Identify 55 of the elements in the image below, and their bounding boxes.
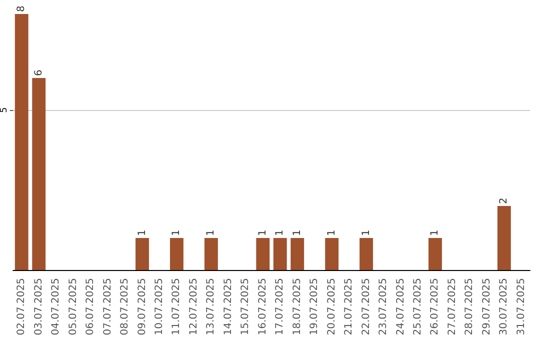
- data-label: 1: [136, 230, 148, 236]
- x-tick-label: 15.07.2025: [240, 278, 252, 336]
- x-tick-label: 25.07.2025: [412, 278, 424, 336]
- x-tick-label: 11.07.2025: [171, 278, 182, 336]
- x-tick-label: 30.07.2025: [498, 278, 510, 336]
- x-tick-label: 05.07.2025: [68, 278, 79, 336]
- bar: [32, 78, 46, 270]
- x-tick-label: 02.07.2025: [16, 278, 28, 336]
- x-tick-label: 12.07.2025: [188, 278, 200, 336]
- x-tick-label: 21.07.2025: [344, 278, 355, 336]
- data-label: 1: [171, 230, 182, 236]
- x-tick-label: 28.07.2025: [464, 278, 476, 336]
- x-tick-label: 06.07.2025: [85, 278, 96, 336]
- x-tick-label: 23.07.2025: [378, 278, 390, 336]
- x-tick-label: 19.07.2025: [309, 278, 320, 336]
- x-tick-label: 13.07.2025: [206, 278, 217, 336]
- data-label: 8: [16, 6, 28, 12]
- x-tick-label: 31.07.2025: [516, 278, 527, 336]
- bar: [14, 14, 28, 270]
- bar: [170, 238, 184, 270]
- x-tick-label: 20.07.2025: [326, 278, 338, 336]
- x-tick-label: 09.07.2025: [136, 278, 148, 336]
- data-label: 1: [326, 230, 338, 236]
- x-tick-label: 22.07.2025: [360, 278, 372, 336]
- x-tick-label: 14.07.2025: [222, 278, 234, 336]
- x-tick-label: 10.07.2025: [154, 278, 165, 336]
- y-tick-label: 5: [0, 107, 10, 113]
- data-label: 2: [498, 198, 510, 204]
- bar: [428, 238, 442, 270]
- bar: [290, 238, 304, 270]
- bar: [256, 238, 270, 270]
- x-tick-label: 17.07.2025: [274, 278, 286, 336]
- x-tick-label: 29.07.2025: [481, 278, 492, 336]
- data-label: 1: [430, 230, 441, 236]
- x-tick-label: 07.07.2025: [102, 278, 114, 336]
- bar: [497, 206, 511, 270]
- x-tick-label: 16.07.2025: [257, 278, 268, 336]
- data-label: 6: [33, 70, 44, 76]
- data-label: 1: [206, 230, 217, 236]
- bar: [136, 238, 149, 270]
- x-tick-label: 03.07.2025: [33, 278, 44, 336]
- x-tick-label: 24.07.2025: [395, 278, 406, 336]
- bar: [273, 238, 287, 270]
- bar: [360, 238, 374, 270]
- x-tick-label: 27.07.2025: [446, 278, 458, 336]
- bar: [325, 238, 339, 270]
- bar: [204, 238, 218, 270]
- data-label: 1: [274, 230, 286, 236]
- data-label: 1: [360, 230, 372, 236]
- x-tick-label: 08.07.2025: [120, 278, 131, 336]
- x-tick-label: 26.07.2025: [430, 278, 441, 336]
- data-label: 1: [257, 230, 268, 236]
- x-tick-label: 18.07.2025: [292, 278, 303, 336]
- x-tick-label: 04.07.2025: [50, 278, 62, 336]
- data-label: 1: [292, 230, 303, 236]
